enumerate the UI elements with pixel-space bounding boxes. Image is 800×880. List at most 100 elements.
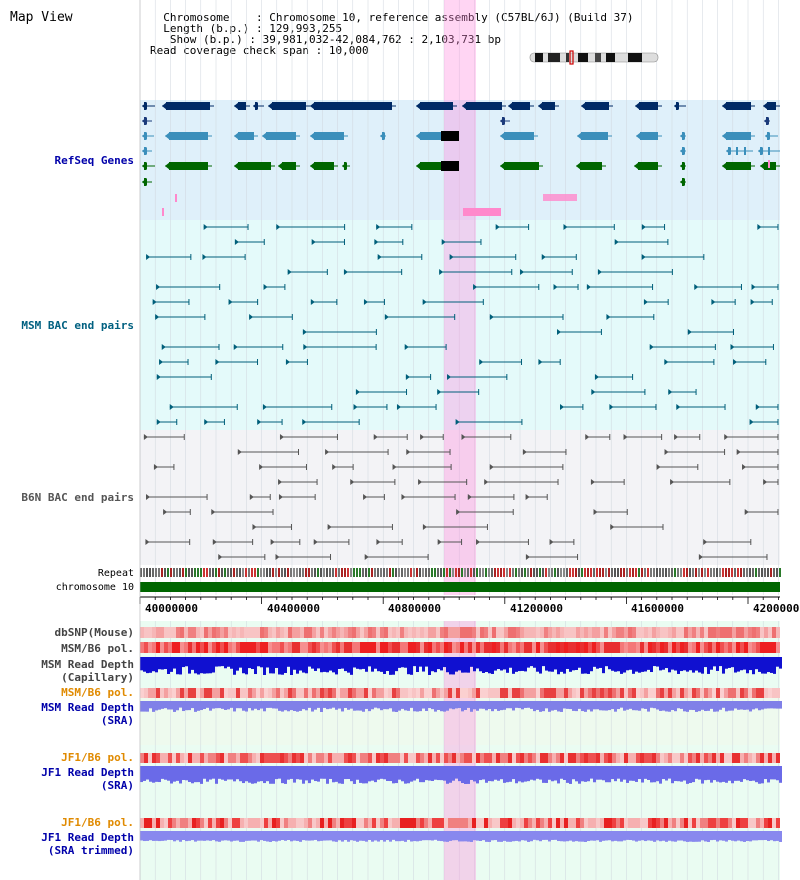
depth-bar xyxy=(428,657,431,675)
heatmap-cell xyxy=(504,688,508,698)
b6n-bac-track-label[interactable]: B6N BAC end pairs xyxy=(21,491,134,504)
heatmap-cell xyxy=(728,753,732,763)
depth-bar xyxy=(455,831,458,841)
repeat-track[interactable] xyxy=(140,568,781,577)
heatmap-cell xyxy=(456,642,460,653)
variation-tracks[interactable] xyxy=(140,627,782,842)
heatmap-cell xyxy=(672,818,676,828)
bac-end-marker xyxy=(439,269,444,275)
repeat-element xyxy=(536,568,538,577)
depth-bar xyxy=(560,766,563,779)
msm-b6-pol-label[interactable]: MSM/B6 pol. xyxy=(61,642,134,655)
depth-bar xyxy=(422,657,425,672)
depth-bar xyxy=(260,831,263,841)
heatmap-cell xyxy=(276,688,280,698)
depth-bar xyxy=(554,766,557,781)
depth-bar xyxy=(350,657,353,675)
gene-feature-pink xyxy=(463,208,501,216)
msm-bac-track-label[interactable]: MSM BAC end pairs xyxy=(21,319,134,332)
heatmap-cell xyxy=(508,627,512,638)
heatmap-cell xyxy=(684,818,688,828)
b6n-bac-track[interactable] xyxy=(143,434,779,560)
depth-bar xyxy=(140,766,143,783)
heatmap-cell xyxy=(664,818,668,828)
heatmap-cell xyxy=(356,688,360,698)
depth-bar xyxy=(554,831,557,840)
heatmap-cell xyxy=(588,818,592,828)
chromosome-ideogram[interactable] xyxy=(529,50,659,65)
heatmap-cell xyxy=(600,642,604,653)
depth-bar xyxy=(488,701,491,709)
msm-bac-track[interactable] xyxy=(146,224,779,425)
heatmap-cell xyxy=(364,688,368,698)
repeat-element xyxy=(731,568,733,577)
length-row: Length (b.p.) : 129,993,255 xyxy=(163,22,343,35)
heatmap-cell xyxy=(636,753,640,763)
depth-bar xyxy=(299,657,302,671)
heatmap-cell xyxy=(664,642,668,653)
heatmap-cell xyxy=(220,642,224,653)
depth-bar xyxy=(356,701,359,711)
heatmap-cell xyxy=(284,688,288,698)
axis-bg xyxy=(140,595,780,621)
heatmap-cell xyxy=(672,753,676,763)
jf1-depth-trimmed-label[interactable]: JF1 Read Depth xyxy=(41,831,134,844)
gene-exon xyxy=(282,162,296,170)
heatmap-cell xyxy=(652,627,656,638)
bac-end-marker xyxy=(404,344,409,350)
heatmap-cell xyxy=(516,688,520,698)
jf1-b6-pol-label[interactable]: JF1/B6 pol. xyxy=(61,751,134,764)
heatmap-cell xyxy=(572,642,576,653)
depth-bar xyxy=(440,766,443,781)
jf1-b6-pol-trimmed-label[interactable]: JF1/B6 pol. xyxy=(61,816,134,829)
jf1-depth-sra-label[interactable]: JF1 Read Depth xyxy=(41,766,134,779)
repeat-element xyxy=(341,568,343,577)
repeat-element xyxy=(593,568,595,577)
depth-bar xyxy=(488,657,491,674)
heatmap-cell xyxy=(404,818,408,828)
bac-end-marker xyxy=(641,254,646,260)
depth-bar xyxy=(689,831,692,842)
heatmap-cell xyxy=(324,818,328,828)
heatmap-cell xyxy=(648,753,652,763)
bac-end-marker xyxy=(204,419,209,425)
repeat-element xyxy=(398,568,400,577)
heatmap-cell xyxy=(728,642,732,653)
highlight-region[interactable] xyxy=(444,0,476,880)
heatmap-cell xyxy=(296,753,300,763)
depth-bar xyxy=(167,657,170,674)
heatmap-cell xyxy=(732,642,736,653)
depth-bar xyxy=(599,766,602,780)
repeat-element xyxy=(431,568,433,577)
repeat-element xyxy=(653,568,655,577)
gene-arrow xyxy=(142,162,147,170)
depth-bar xyxy=(587,831,590,842)
heatmap-cell xyxy=(208,642,212,653)
gene-exon xyxy=(638,162,658,170)
heatmap-cell xyxy=(500,642,504,653)
heatmap-cell xyxy=(272,818,276,828)
refseq-genes-track[interactable] xyxy=(142,102,780,216)
depth-bar xyxy=(383,831,386,842)
msm-depth-sra-label[interactable]: MSM Read Depth xyxy=(41,701,134,714)
refseq-track-label[interactable]: RefSeq Genes xyxy=(55,154,134,167)
depth-bar xyxy=(434,657,437,673)
depth-bar xyxy=(584,766,587,782)
depth-bar xyxy=(281,831,284,841)
bac-end-marker xyxy=(203,224,208,230)
repeat-element xyxy=(377,568,379,577)
heatmap-cell xyxy=(260,688,264,698)
depth-bar xyxy=(692,766,695,783)
heatmap-cell xyxy=(592,642,596,653)
heatmap-cell xyxy=(616,753,620,763)
depth-bar xyxy=(431,766,434,781)
depth-bar xyxy=(734,701,737,709)
msm-b6-pol-sra-label[interactable]: MSM/B6 pol. xyxy=(61,686,134,699)
heatmap-cell xyxy=(444,642,448,653)
msm-depth-capillary-label[interactable]: MSM Read Depth xyxy=(41,658,134,671)
bac-end-marker xyxy=(401,494,406,500)
depth-bar xyxy=(641,831,644,841)
depth-bar xyxy=(446,766,449,784)
dbsnp-track-label[interactable]: dbSNP(Mouse) xyxy=(55,626,134,639)
